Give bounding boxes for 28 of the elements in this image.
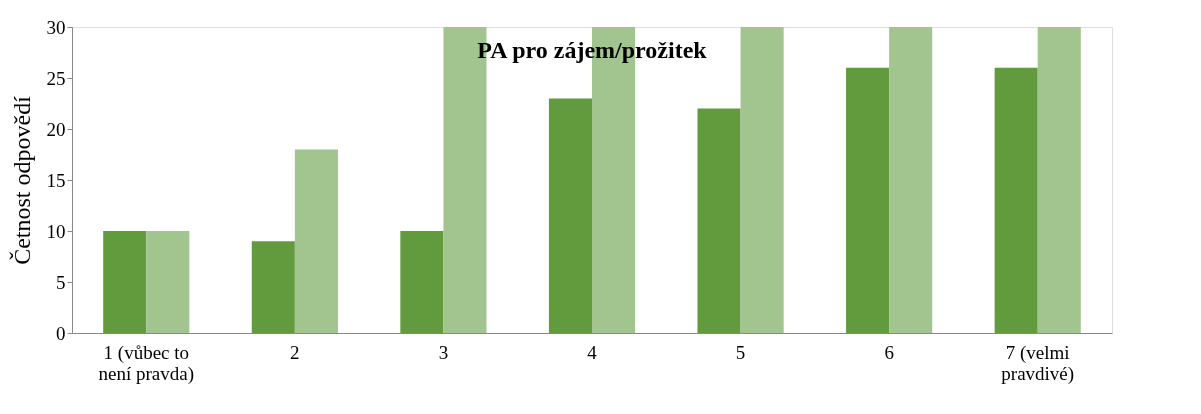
chart-title: PA pro zájem/prožitek — [477, 37, 708, 63]
bar — [294, 149, 338, 333]
y-axis-title: Četnost odpovědí — [8, 95, 35, 265]
y-tick-label: 15 — [46, 169, 66, 191]
y-tick-label: 30 — [46, 16, 66, 38]
x-tick-label: 6 — [884, 341, 894, 363]
y-tick-label: 0 — [56, 322, 66, 344]
x-tick-label: 1 (vůbec to není pravda) — [98, 341, 195, 385]
y-tick-label: 5 — [56, 271, 66, 293]
x-tick-label: 2 — [290, 341, 300, 363]
x-tick-label: 3 — [438, 341, 449, 363]
bar — [846, 67, 890, 333]
y-tick-label: 25 — [46, 67, 66, 89]
bar — [103, 231, 147, 333]
bar — [889, 27, 933, 333]
bar — [146, 231, 190, 333]
x-tick-label: 7 (velmi pravdivé) — [1001, 341, 1075, 385]
x-tick-label: 5 — [735, 341, 746, 363]
bar — [548, 98, 592, 333]
bar — [251, 241, 295, 333]
bar — [400, 231, 444, 333]
bar — [994, 67, 1038, 333]
y-tick-label: 10 — [46, 220, 66, 242]
y-tick-label: 20 — [46, 118, 66, 140]
x-tick-label: 4 — [587, 341, 598, 363]
bar — [1037, 27, 1081, 333]
bar — [697, 108, 741, 333]
bar — [740, 27, 784, 333]
